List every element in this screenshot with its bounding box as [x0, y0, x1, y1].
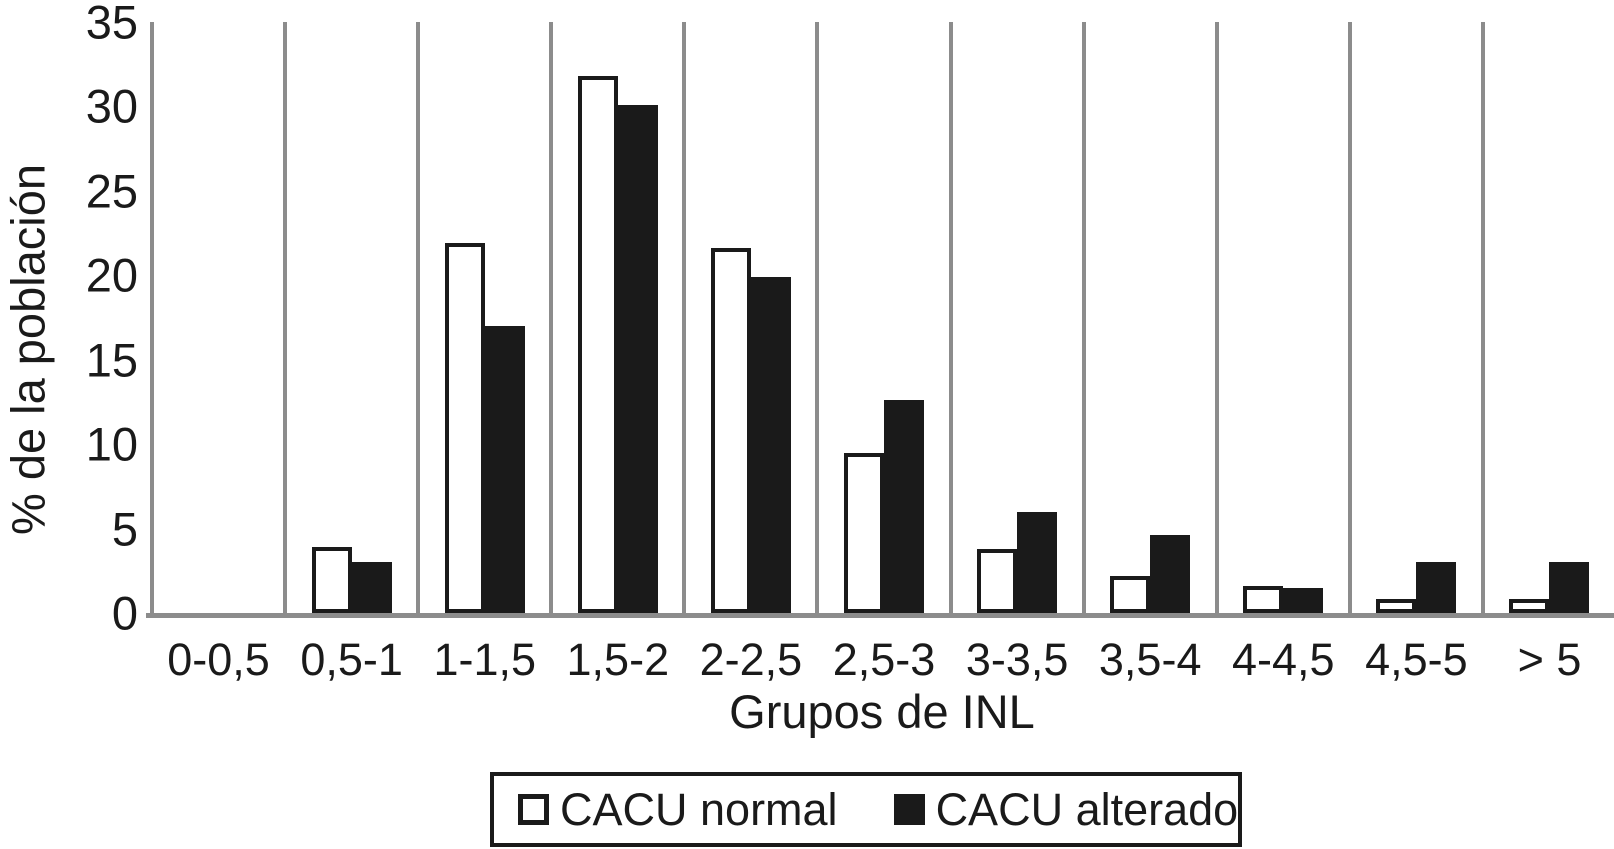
legend-item-alterado: CACU alterado [893, 784, 1239, 835]
x-tick-label-0: 0-0,5 [167, 634, 270, 685]
y-tick-0: 0 [111, 586, 138, 640]
bar-cacu-normal-6 [977, 549, 1018, 613]
bar-cacu-alterado-8 [1283, 588, 1324, 613]
y-tick-30: 30 [85, 79, 138, 133]
bar-cacu-alterado-3 [617, 105, 658, 613]
plot-area: 0-0,5 0,5-1 1-1,5 1,5-2 2-2,5 2,5-3 3-3,5 3,5-4… [154, 22, 1614, 682]
category-cell-0: 0-0,5 [154, 22, 288, 682]
y-axis-line [150, 22, 154, 613]
x-tick-label-3: 1,5-2 [566, 634, 670, 685]
category-cell-8: 4-4,5 [1219, 22, 1352, 682]
bar-cacu-alterado-5 [884, 400, 925, 613]
category-cell-9: 4,5-5 [1352, 22, 1485, 682]
category-cell-3: 1,5-2 [553, 22, 687, 682]
bar-cacu-normal-4 [710, 248, 751, 613]
category-cell-10: > 5 [1485, 22, 1614, 682]
x-tick-label-6: 3-3,5 [965, 634, 1069, 685]
bar-cacu-alterado-9 [1416, 562, 1457, 613]
x-axis-line [146, 613, 1614, 618]
y-tick-35: 35 [85, 0, 138, 49]
x-tick-label-8: 4-4,5 [1232, 634, 1335, 685]
white-square-swatch-icon [518, 794, 549, 825]
x-tick-label-4: 2-2,5 [699, 634, 803, 685]
y-tick-10: 10 [85, 417, 138, 471]
bar-cacu-normal-2 [444, 243, 485, 613]
y-tick-20: 20 [85, 248, 138, 302]
x-tick-label-10: > 5 [1517, 634, 1582, 685]
category-cell-7: 3,5-4 [1086, 22, 1219, 682]
black-square-swatch-icon [893, 794, 925, 825]
bar-cacu-normal-3 [577, 76, 618, 613]
bar-cacu-alterado-1 [351, 562, 392, 613]
category-cell-2: 1-1,5 [420, 22, 554, 682]
x-tick-label-5: 2,5-3 [832, 634, 936, 685]
y-tick-labels: 0 5 10 15 20 25 30 35 [0, 0, 138, 637]
bar-cacu-alterado-7 [1150, 535, 1191, 613]
legend-label-alterado: CACU alterado [935, 784, 1239, 835]
bar-cacu-normal-5 [844, 453, 885, 613]
x-tick-label-1: 0,5-1 [300, 634, 403, 685]
category-cell-4: 2-2,5 [686, 22, 820, 682]
legend-item-normal: CACU normal [518, 787, 838, 832]
y-tick-15: 15 [85, 333, 138, 387]
x-axis-title: Grupos de INL [729, 685, 1035, 738]
category-cell-5: 2,5-3 [819, 22, 953, 682]
bar-cacu-alterado-2 [484, 326, 525, 613]
bar-cacu-normal-1 [311, 547, 352, 613]
bar-cacu-normal-9 [1376, 599, 1417, 613]
bar-cacu-normal-10 [1509, 599, 1550, 613]
y-tick-5: 5 [111, 502, 138, 556]
x-tick-label-7: 3,5-4 [1098, 634, 1202, 685]
category-cell-6: 3-3,5 [953, 22, 1086, 682]
y-tick-25: 25 [85, 164, 138, 218]
bar-cacu-normal-7 [1110, 576, 1151, 613]
legend: CACU normal CACU alterado [490, 772, 1242, 847]
bar-cacu-normal-8 [1243, 586, 1284, 613]
bar-cacu-alterado-10 [1549, 562, 1590, 613]
x-tick-label-2: 1-1,5 [433, 634, 537, 685]
legend-label-normal: CACU normal [560, 784, 838, 835]
category-cell-1: 0,5-1 [287, 22, 421, 682]
bar-cacu-alterado-4 [750, 277, 791, 613]
bar-cacu-alterado-6 [1017, 512, 1058, 613]
x-tick-label-9: 4,5-5 [1365, 634, 1468, 685]
